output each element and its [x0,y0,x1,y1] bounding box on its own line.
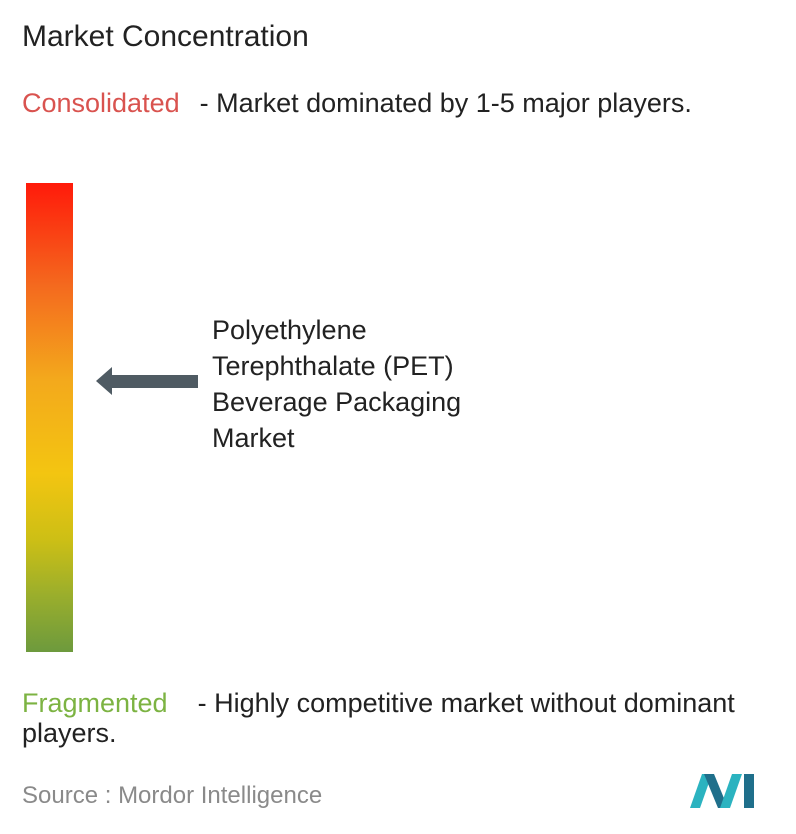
source: Source : Mordor Intelligence [22,782,322,810]
logo-part [720,774,742,808]
market-line: Polyethylene [212,315,367,345]
market-label: Polyethylene Terephthalate (PET) Beverag… [212,312,461,456]
consolidated-label: Consolidated [22,88,180,118]
fragmented: Fragmented - Highly competitive market wi… [22,688,782,748]
logo [690,774,754,808]
arrow-shape [96,367,198,395]
consolidated: Consolidated - Market dominated by 1-5 ma… [22,88,782,118]
fragmented-description: - Highly competitive market without domi… [22,688,735,748]
market-line: Terephthalate (PET) [212,351,454,381]
fragmented-label: Fragmented [22,688,168,718]
logo-part [704,774,728,808]
logo-part [744,774,754,808]
logo-part [690,774,712,808]
market-line: Beverage Packaging [212,387,462,417]
source-name: Mordor Intelligence [118,782,323,809]
arrow [96,367,198,395]
concentration-bar [26,183,73,652]
market-line: Market [212,423,295,453]
source-label: Source : [22,782,112,809]
title: Market Concentration [22,20,309,53]
consolidated-description: - Market dominated by 1-5 major players. [199,88,692,118]
